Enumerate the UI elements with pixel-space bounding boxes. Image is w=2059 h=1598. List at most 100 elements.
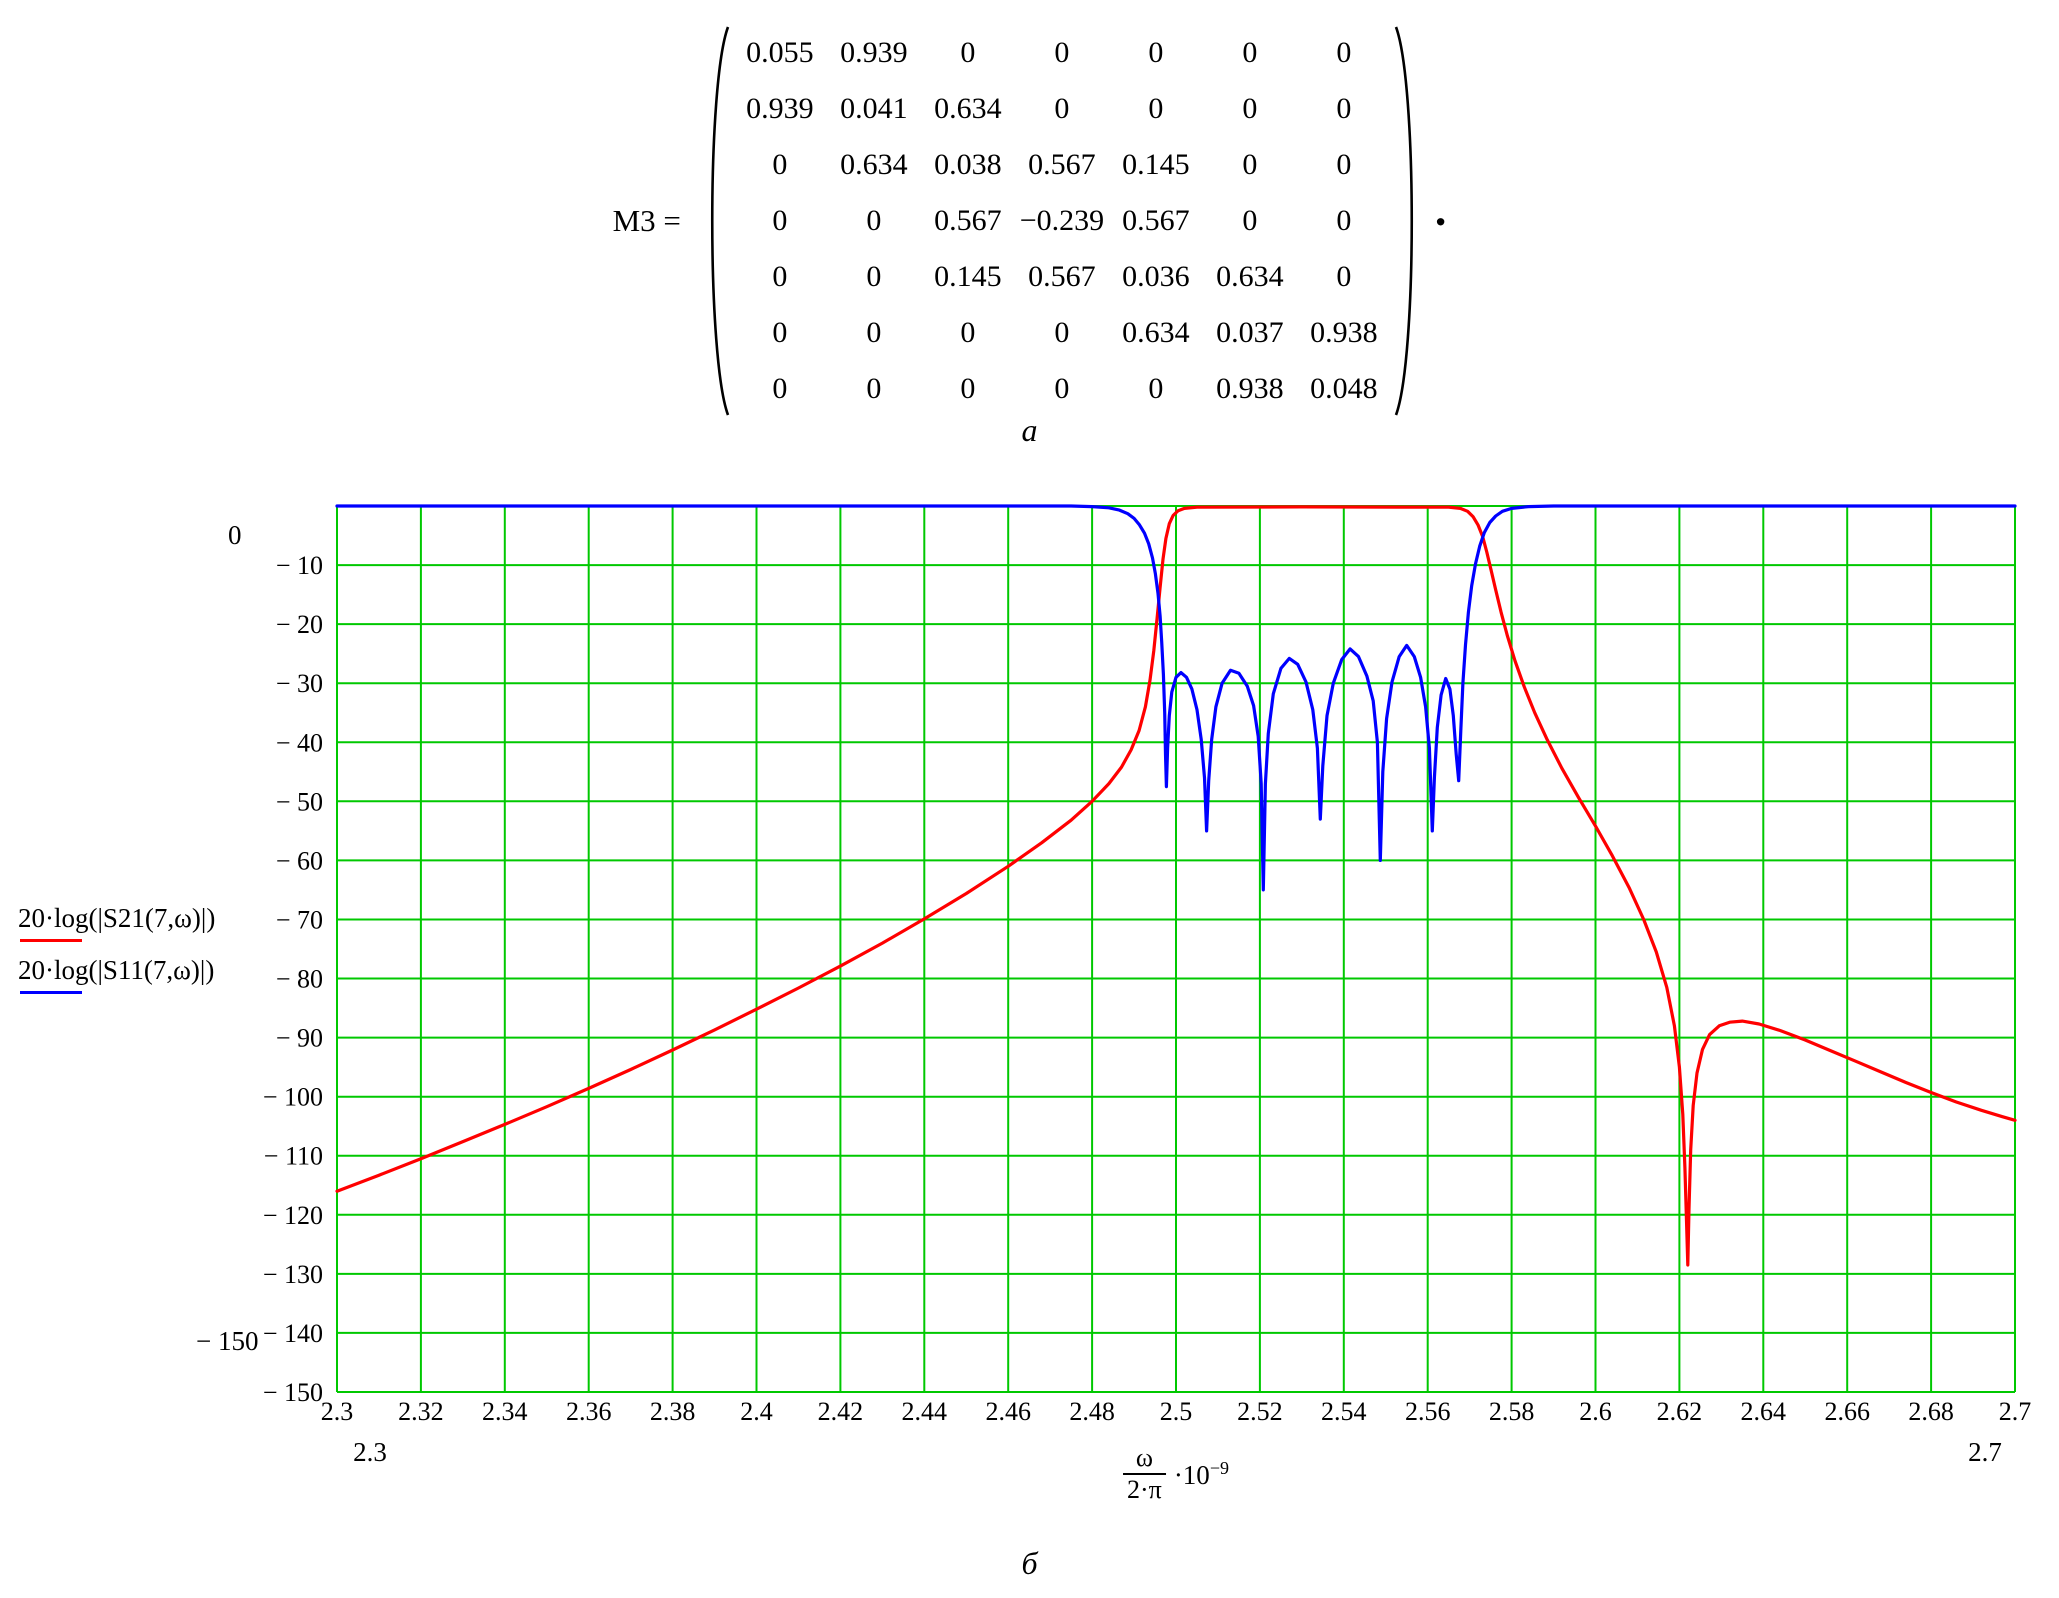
matrix-cell: 0 — [772, 372, 788, 405]
matrix-cell: 0 — [866, 204, 882, 237]
matrix-cell: 0 — [772, 148, 788, 181]
matrix-cell: 0.634 — [934, 92, 1002, 125]
matrix-cell: 0.939 — [746, 92, 814, 125]
x-tick-label: 2.52 — [1237, 1397, 1283, 1426]
y-tick-label: − 130 — [263, 1260, 323, 1289]
y-tick-label: − 90 — [276, 1024, 323, 1053]
x-tick-label: 2.32 — [398, 1397, 444, 1426]
matrix-cell: 0.634 — [840, 148, 908, 181]
legend-s11-label: 20·log(|S11(7,ω)|) — [18, 955, 215, 985]
x-tick-label: 2.56 — [1405, 1397, 1451, 1426]
matrix-cell: 0.567 — [1028, 148, 1096, 181]
legend-s21-label: 20·log(|S21(7,ω)|) — [18, 903, 216, 933]
x-tick-label: 2.44 — [902, 1397, 948, 1426]
x-axis-mult-base: ·10 — [1173, 1459, 1210, 1490]
x-tick-label: 2.4 — [740, 1397, 773, 1426]
matrix-cell: 0 — [1336, 148, 1352, 181]
matrix-cell: −0.239 — [1019, 204, 1105, 237]
y-tick-label: − 10 — [276, 551, 323, 580]
matrix-cell: 0 — [1242, 148, 1258, 181]
matrix-name: M3 = — [613, 203, 681, 239]
matrix-cell: 0 — [960, 316, 976, 349]
x-tick-label: 2.54 — [1321, 1397, 1367, 1426]
y-axis-limit-bottom: − 150 — [196, 1326, 259, 1356]
series-S21 — [335, 505, 2017, 1267]
matrix-cell: 0.938 — [1310, 316, 1378, 349]
matrix-cell: 0 — [772, 204, 788, 237]
left-paren — [710, 26, 730, 416]
matrix-cell: 0 — [1148, 92, 1164, 125]
matrix-cell: 0.036 — [1122, 260, 1190, 293]
y-tick-label: − 140 — [263, 1319, 323, 1348]
y-tick-label: − 50 — [276, 787, 323, 816]
y-tick-label: − 60 — [276, 846, 323, 875]
right-paren — [1394, 26, 1413, 416]
legend: 20·log(|S21(7,ω)|) 20·log(|S11(7,ω)|) — [18, 903, 215, 1007]
matrix-cell: 0 — [1242, 204, 1258, 237]
matrix-cell: 0 — [1148, 372, 1164, 405]
matrix-cell: 0 — [960, 372, 976, 405]
matrix-cell: 0 — [866, 260, 882, 293]
equals-sign: = — [663, 203, 681, 238]
x-tick-label: 2.68 — [1908, 1397, 1954, 1426]
matrix-grid: 0.055 0.939 0 0 0 0 0 0.939 0.041 0.634 0 0 0 0 0 0.634… — [733, 25, 1391, 417]
x-axis-exponent: −9 — [1209, 1457, 1229, 1478]
matrix-cell: 0 — [1054, 372, 1070, 405]
x-tick-label: 2.66 — [1824, 1397, 1870, 1426]
matrix-cell: 0 — [772, 316, 788, 349]
series-S11 — [335, 504, 2017, 892]
x-axis-denominator: 2·π — [1123, 1473, 1166, 1505]
matrix-cell: 0 — [1054, 92, 1070, 125]
matrix-cell: 0.145 — [1122, 148, 1190, 181]
x-axis-multiplier: ·10−9 — [1174, 1458, 1229, 1491]
matrix-cell: 0.939 — [840, 36, 908, 69]
x-tick-label: 2.58 — [1489, 1397, 1535, 1426]
y-axis-limit-top: 0 — [228, 520, 242, 550]
matrix-cell: 0 — [1336, 36, 1352, 69]
matrix-cell: 0 — [960, 36, 976, 69]
x-axis-fraction: ω 2·π — [1123, 1443, 1166, 1505]
matrix-cell: 0.634 — [1122, 316, 1190, 349]
matrix-cell: 0.037 — [1216, 316, 1284, 349]
matrix-cell: 0 — [1336, 204, 1352, 237]
x-tick-label: 2.6 — [1579, 1397, 1612, 1426]
matrix-cell: 0 — [1242, 36, 1258, 69]
matrix-cell: 0 — [866, 372, 882, 405]
x-axis-limit-left: 2.3 — [353, 1437, 387, 1467]
legend-s11-line — [20, 991, 82, 994]
matrix-cell: 0 — [866, 316, 882, 349]
y-tick-label: − 30 — [276, 669, 323, 698]
matrix-cell: 0 — [772, 260, 788, 293]
matrix-cell: 0 — [1148, 36, 1164, 69]
y-tick-label: − 100 — [263, 1083, 323, 1112]
y-tick-label: − 80 — [276, 965, 323, 994]
matrix-cell: 0.145 — [934, 260, 1002, 293]
x-tick-label: 2.3 — [321, 1397, 354, 1426]
matrix-cell: 0.567 — [1028, 260, 1096, 293]
matrix-cell: 0 — [1054, 316, 1070, 349]
legend-s21-line — [20, 939, 82, 942]
x-tick-label: 2.36 — [566, 1397, 612, 1426]
x-tick-label: 2.34 — [482, 1397, 528, 1426]
matrix-cell: 0.055 — [746, 36, 814, 69]
matrix-cell: 0.634 — [1216, 260, 1284, 293]
matrix-cell: 0.567 — [1122, 204, 1190, 237]
matrix-cell: 0 — [1336, 260, 1352, 293]
matrix-cell: 0.041 — [840, 92, 908, 125]
x-tick-label: 2.64 — [1741, 1397, 1787, 1426]
x-tick-label: 2.38 — [650, 1397, 696, 1426]
sublabel-b: б — [1021, 1545, 1038, 1581]
matrix-lhs: M3 — [612, 203, 656, 238]
matrix-cell: 0 — [1242, 92, 1258, 125]
x-tick-label: 2.42 — [818, 1397, 864, 1426]
y-tick-label: − 40 — [276, 728, 323, 757]
x-tick-label: 2.46 — [985, 1397, 1031, 1426]
x-axis-limit-right: 2.7 — [1968, 1437, 2002, 1467]
y-tick-label: − 70 — [276, 906, 323, 935]
sublabel-a: а — [1021, 412, 1038, 448]
x-tick-label: 2.5 — [1160, 1397, 1193, 1426]
x-tick-label: 2.48 — [1069, 1397, 1115, 1426]
matrix-cell: 0.048 — [1310, 372, 1378, 405]
x-tick-label: 2.62 — [1657, 1397, 1703, 1426]
